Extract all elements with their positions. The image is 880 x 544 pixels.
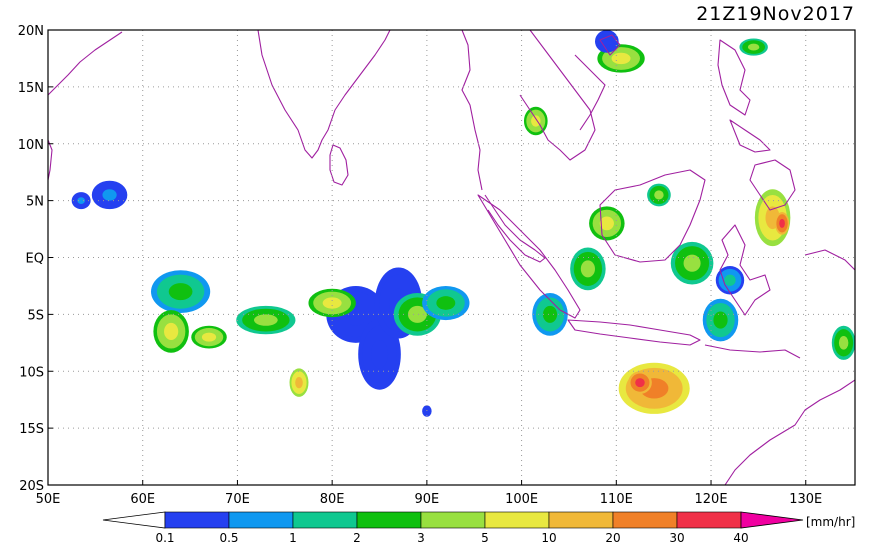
rain-cell-core [838, 335, 849, 350]
rain-cell-core [580, 260, 595, 278]
coast-luzon [717, 39, 751, 116]
lat-label: 15N [18, 81, 44, 96]
rain-cell-core [436, 296, 456, 310]
colorbar-level-label: 0.5 [219, 531, 238, 544]
lon-label: 70E [225, 492, 250, 507]
coast-vietnam [574, 54, 606, 131]
rain-cell-core [77, 197, 85, 205]
coast-srilanka [329, 144, 349, 186]
rain-cell-core [747, 43, 760, 51]
colorbar-level-label: 30 [669, 531, 684, 544]
rain-cell-core [611, 52, 631, 65]
rain-cell-core [254, 314, 278, 326]
rain-cell-core [201, 332, 217, 342]
lat-label: 15S [19, 422, 44, 437]
unit-label: [mm/hr] [806, 515, 855, 529]
rain-cell-core [602, 36, 612, 46]
map-title: 21Z19Nov2017 [696, 3, 855, 25]
coast-visayas [729, 119, 771, 153]
colorbar-level-label: 40 [733, 531, 748, 544]
colorbar-swatch [612, 511, 678, 529]
lon-label: 60E [130, 492, 155, 507]
rain-cell-core [164, 322, 179, 340]
colorbar-level-label: 1 [289, 531, 297, 544]
coast-java [567, 319, 701, 346]
lat-label: 5N [26, 195, 44, 210]
lon-label: 50E [36, 492, 61, 507]
colorbar-level-label: 20 [605, 531, 620, 544]
rain-cell-core [635, 378, 645, 388]
rain-cell-core [724, 274, 736, 286]
colorbar-swatch [228, 511, 294, 529]
colorbar-swatch [484, 511, 550, 529]
rain-cell-core [542, 305, 558, 323]
coast-somalia [48, 139, 53, 181]
colorbar: 0.1 0.5 1 2 3 5 10 20 30 40 [102, 511, 804, 544]
lon-label: 90E [414, 492, 439, 507]
coast-sumatra [477, 194, 581, 319]
colorbar-level-label: 0.1 [155, 531, 174, 544]
rain-cell-core [295, 376, 303, 389]
colorbar-level-label: 5 [481, 531, 489, 544]
coast-sunda [704, 344, 801, 359]
rain-cell-core [654, 190, 664, 200]
coast-myanmar [461, 30, 483, 191]
lon-label: 120E [695, 492, 728, 507]
lat-label: 20N [18, 24, 44, 39]
rain-cell-core [779, 218, 785, 228]
rain-cell-core [713, 311, 728, 329]
rain-cell-core [599, 216, 614, 231]
lon-label: 130E [789, 492, 822, 507]
grid [48, 30, 855, 485]
colorbar-swatch [548, 511, 614, 529]
colorbar-swatch [292, 511, 358, 529]
colorbar-level-label: 3 [417, 531, 425, 544]
colorbar-level-label: 2 [353, 531, 361, 544]
colorbar-low-arrow [102, 511, 166, 529]
colorbar-swatch [420, 511, 486, 529]
colorbar-swatch [676, 511, 742, 529]
colorbar-swatch [164, 511, 230, 529]
coast-australia [724, 379, 855, 485]
lon-label: 100E [505, 492, 538, 507]
rain-cell-core [168, 283, 193, 301]
lat-label: 10S [19, 365, 44, 380]
rain-cell-core [424, 408, 429, 414]
coast-mindanao [749, 159, 796, 211]
rain-layer [71, 30, 855, 417]
colorbar-high-arrow [740, 511, 804, 529]
coast-borneo [599, 169, 706, 263]
rain-cell-core [370, 339, 389, 369]
coast-indochina [519, 30, 596, 161]
coast-malay [484, 194, 546, 263]
coast-hainan [599, 34, 621, 56]
colorbar-swatch [356, 511, 422, 529]
coast-india [257, 30, 391, 159]
rain-cell-core [407, 305, 427, 323]
rain-cell-core [102, 189, 117, 201]
colorbar-level-label: 10 [541, 531, 556, 544]
coast-sulawesi [719, 224, 771, 316]
coastlines [48, 30, 855, 485]
rain-cell-core [683, 254, 701, 272]
coast-arabia [48, 31, 123, 96]
plot-area [48, 30, 855, 485]
rain-cell-core [531, 115, 541, 127]
coast-newguinea [804, 249, 855, 271]
lon-label: 80E [320, 492, 345, 507]
lon-label: 110E [600, 492, 633, 507]
lat-label: 10N [18, 138, 44, 153]
lat-label: 5S [27, 308, 44, 323]
lat-label: 20S [19, 479, 44, 494]
rain-cell-core [322, 297, 342, 309]
lat-label: EQ [26, 252, 44, 267]
